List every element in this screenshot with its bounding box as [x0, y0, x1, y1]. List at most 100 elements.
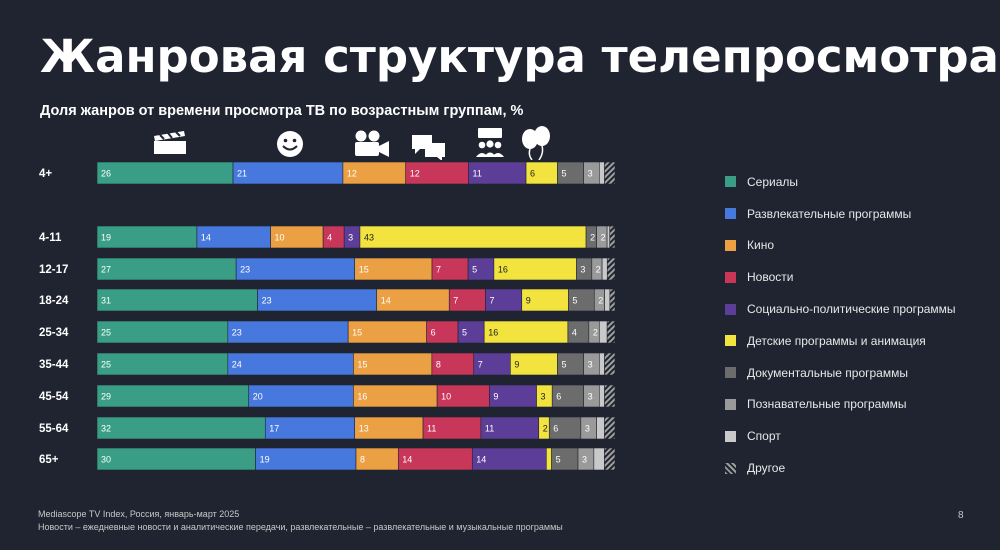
bar-value-label: 12 — [410, 169, 420, 179]
bar-segment — [604, 352, 616, 376]
bar-value-label: 12 — [347, 169, 357, 179]
bar-value-label: 14 — [201, 233, 211, 243]
bar-segment — [593, 447, 605, 471]
bar-value-label: 11 — [485, 424, 494, 434]
bar-segment — [255, 447, 357, 471]
category-label: 25-34 — [39, 327, 69, 339]
bar-value-label: 3 — [585, 424, 590, 434]
legend-item: Другое — [725, 452, 995, 484]
bar-value-label: 19 — [101, 233, 111, 243]
category-label: 12-17 — [39, 264, 68, 276]
legend-swatch — [725, 239, 736, 251]
legend-item: Детские программы и анимация — [725, 325, 995, 357]
bar-value-label: 11 — [427, 424, 436, 434]
bar-segment — [598, 352, 605, 376]
bar-segment — [227, 352, 354, 376]
bar-value-label: 24 — [232, 360, 242, 370]
bar-segment — [606, 320, 616, 344]
bar-value-label: 2 — [596, 265, 601, 275]
footer-note: Новости – ежедневные новости и аналитиче… — [38, 522, 563, 532]
legend-item: Документальные программы — [725, 357, 995, 389]
bar-segment — [96, 288, 258, 312]
speech-bubbles-icon — [412, 135, 445, 160]
bar-value-label: 6 — [530, 169, 535, 179]
balloons-icon — [522, 126, 550, 160]
bar-value-label: 31 — [101, 296, 111, 306]
legend-item: Познавательные программы — [725, 389, 995, 421]
bar-segment — [96, 257, 237, 281]
bar-value-label: 3 — [588, 169, 593, 179]
bar-value-label: 3 — [588, 392, 593, 402]
audience-icon — [476, 128, 504, 157]
bar-value-label: 16 — [488, 328, 498, 338]
bar-value-label: 11 — [472, 169, 481, 179]
bar-value-label: 5 — [572, 296, 577, 306]
bar-segment — [545, 447, 552, 471]
legend-item: Кино — [725, 230, 995, 262]
legend-swatch — [725, 367, 736, 379]
bar-segment — [235, 257, 356, 281]
legend-swatch — [725, 462, 736, 474]
bar-value-label: 7 — [436, 265, 441, 275]
bar-value-label: 19 — [260, 455, 270, 465]
legend-item: Спорт — [725, 420, 995, 452]
bar-value-label: 7 — [490, 296, 495, 306]
legend-label: Социально-политические программы — [747, 302, 956, 317]
bar-value-label: 23 — [240, 265, 250, 275]
bar-segment — [604, 384, 616, 408]
legend-swatch — [725, 303, 736, 315]
bar-value-label: 3 — [582, 455, 587, 465]
bar-segment — [96, 320, 229, 344]
stacked-bar-chart: 4+ 26 21 12 12 11 6 5 34-11 19 14 10 4 3 43 2 212-17 27 23… — [39, 161, 616, 471]
category-label: 18-24 — [39, 295, 69, 307]
bar-value-label: 21 — [237, 169, 247, 179]
legend-label: Развлекательные программы — [747, 206, 912, 221]
bar-value-label: 7 — [453, 296, 458, 306]
legend-item: Сериалы — [725, 166, 995, 198]
bar-segment — [232, 161, 344, 185]
bar-value-label: 7 — [478, 360, 483, 370]
bar-segment — [601, 257, 608, 281]
bar-segment — [606, 257, 616, 281]
bar-value-label: 5 — [561, 169, 566, 179]
bar-value-label: 16 — [357, 392, 367, 402]
bar-value-label: 14 — [381, 296, 391, 306]
legend-swatch — [725, 208, 736, 220]
bar-segment — [604, 288, 611, 312]
bar-value-label: 3 — [588, 360, 593, 370]
bar-value-label: 2 — [593, 328, 598, 338]
bar-segment — [248, 384, 354, 408]
bar-value-label: 5 — [462, 328, 467, 338]
bar-value-label: 4 — [572, 328, 577, 338]
legend-swatch — [725, 430, 736, 442]
bar-segment — [598, 384, 605, 408]
legend-item: Развлекательные программы — [725, 198, 995, 230]
page-title: Жанровая структура телепросмотра — [40, 30, 999, 83]
bar-value-label: 5 — [561, 360, 566, 370]
legend-item: Новости — [725, 261, 995, 293]
bar-value-label: 14 — [476, 455, 486, 465]
bar-value-label: 25 — [101, 360, 111, 370]
category-label: 55-64 — [39, 423, 69, 435]
footer: Mediascope TV Index, Россия, январь-март… — [38, 508, 563, 534]
legend-label: Документальные программы — [747, 365, 908, 380]
legend-label: Детские программы и анимация — [747, 333, 926, 348]
bar-segment — [227, 320, 349, 344]
bar-value-label: 2 — [590, 233, 595, 243]
bar-value-label: 15 — [357, 360, 367, 370]
bar-value-label: 2 — [543, 424, 548, 434]
bar-value-label: 10 — [441, 392, 451, 402]
bar-segment — [359, 225, 587, 249]
bar-value-label: 23 — [262, 296, 272, 306]
bar-segment — [257, 288, 378, 312]
bar-value-label: 3 — [348, 233, 353, 243]
bar-value-label: 30 — [101, 455, 111, 465]
genre-icons-row — [154, 126, 550, 160]
bar-value-label: 29 — [101, 392, 111, 402]
legend-item: Социально-политические программы — [725, 293, 995, 325]
bar-value-label: 9 — [514, 360, 519, 370]
legend-label: Познавательные программы — [747, 397, 907, 412]
bar-value-label: 16 — [498, 265, 508, 275]
bar-value-label: 27 — [101, 265, 111, 275]
bar-segment — [609, 288, 616, 312]
